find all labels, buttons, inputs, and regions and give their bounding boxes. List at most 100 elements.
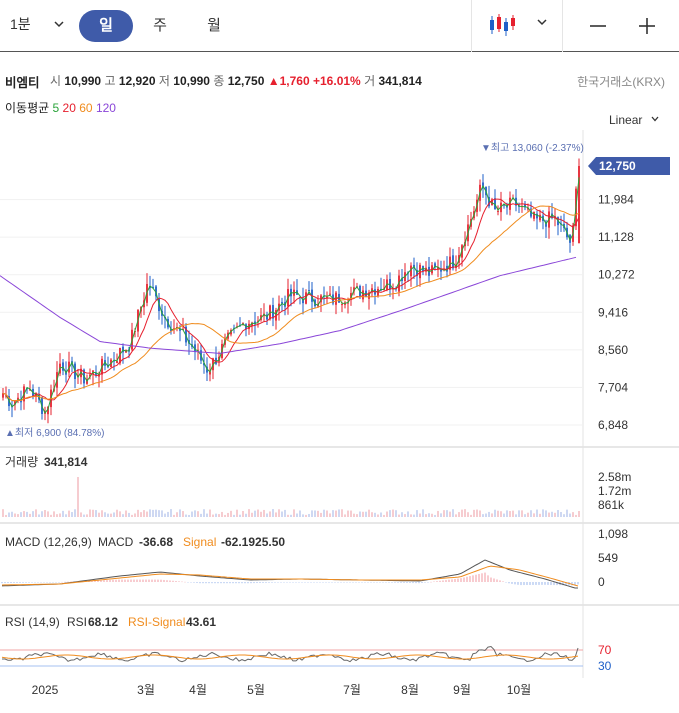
volume-bar [440,513,442,517]
macd-histogram-bar [112,579,114,582]
macd-histogram-bar [514,582,516,585]
volume-bar [500,511,502,517]
macd-histogram-bar [181,581,183,583]
time-axis-label: 10월 [507,683,531,697]
volume-bar [89,509,91,517]
tab-week[interactable]: 주 [153,17,167,34]
macd-histogram-bar [388,582,390,583]
interval-selector[interactable]: 1분 [10,16,31,32]
macd-title: MACD (12,26,9) [5,535,92,549]
volume-bar [380,512,382,517]
volume-bar [101,510,103,517]
moving-average-legend[interactable]: 이동평균 5 20 60 120 [5,99,116,116]
candlestick-type-icon[interactable] [488,12,518,38]
macd-histogram-bar [505,582,507,583]
volume-bar [467,512,469,517]
ma20-label: 20 [62,101,76,115]
time-axis-label: 8월 [401,683,419,697]
volume-bar [50,514,52,517]
volume-bar [458,512,460,517]
tab-day[interactable]: 일 [79,10,133,42]
candle-body [368,292,370,299]
macd-histogram-bar [403,582,405,583]
volume-bar [167,511,169,517]
candle-body [362,290,364,300]
open-value: 10,990 [64,74,102,88]
candle-body [329,293,331,295]
macd-histogram-bar [220,582,222,584]
volume-bar [206,513,208,517]
volume-bar [506,510,508,517]
volume-bar [383,514,385,517]
macd-histogram-bar [283,582,285,583]
macd-histogram-bar [250,582,252,584]
volume-bar [275,512,277,517]
volume-bar [332,510,334,517]
macd-histogram-bar [22,582,24,583]
macd-histogram-bar [310,582,312,583]
high-value: 12,920 [118,74,156,88]
macd-histogram-bar [226,582,228,584]
price-axis-tick: 6,848 [598,418,628,432]
zoom-in-icon[interactable] [637,16,657,36]
macd-histogram-bar [247,582,249,584]
macd-histogram-bar [556,582,558,586]
chevron-down-icon[interactable] [535,15,549,29]
volume-bar [56,514,58,517]
volume-bar [170,509,172,517]
volume-bar [377,514,379,517]
volume-bar [44,510,46,517]
volume-bar [392,509,394,517]
volume-bar [578,511,580,517]
volume-bar [287,514,289,517]
zoom-out-icon[interactable] [588,16,608,36]
volume-bar [431,513,433,517]
macd-histogram-bar [259,582,261,583]
volume-bar [416,510,418,517]
macd-histogram-bar [496,579,498,582]
macd-histogram-bar [466,576,468,582]
volume-bar [344,514,346,517]
tab-month[interactable]: 월 [207,17,221,34]
macd-histogram-bar [58,582,60,583]
price-axis-tick: 7,704 [598,380,628,394]
macd-histogram-bar [70,581,72,583]
scale-mode-selector[interactable]: Linear [609,113,660,127]
macd-histogram-bar [571,582,573,586]
candle-body [494,198,496,210]
volume-bar [176,512,178,517]
candle-body [440,269,442,272]
ma120-label: 120 [95,101,116,115]
volume-bar [530,510,532,517]
macd-histogram-bar [370,582,372,583]
volume-bar [5,514,7,517]
macd-histogram-bar [376,582,378,583]
candle-body [488,197,490,207]
candle-body [353,287,355,292]
macd-axis-tick: 1,098 [598,527,628,541]
macd-histogram-bar [460,578,462,582]
volume-bar [113,512,115,517]
volume-bar [404,514,406,517]
macd-histogram-bar [67,581,69,583]
macd-histogram-bar [40,582,42,583]
volume-bar [134,513,136,517]
stock-name: 비엠티 [5,76,40,90]
macd-histogram-bar [223,582,225,584]
macd-histogram-bar [94,580,96,582]
volume-bar [542,509,544,517]
macd-histogram-bar [211,582,213,584]
macd-histogram-bar [52,582,54,583]
chevron-down-icon[interactable] [52,17,66,31]
volume-bar [368,509,370,517]
macd-histogram-bar [55,582,57,583]
macd-histogram-bar [412,582,414,584]
macd-histogram-bar [193,582,195,583]
macd-histogram-bar [493,578,495,582]
volume-bar [209,509,211,517]
volume-bar [26,511,28,517]
macd-histogram-bar [343,582,345,583]
macd-histogram-bar [379,582,381,583]
macd-histogram-bar [253,582,255,584]
